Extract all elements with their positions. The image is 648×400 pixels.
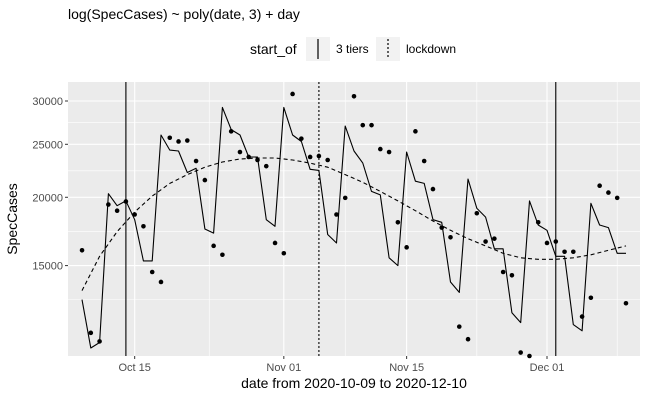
data-point <box>465 336 471 342</box>
data-point <box>272 240 278 246</box>
data-point <box>509 272 515 278</box>
data-point <box>158 279 164 285</box>
x-tick-label: Dec 01 <box>530 362 565 374</box>
data-point <box>404 245 409 250</box>
data-point <box>325 157 330 163</box>
data-point <box>141 223 146 229</box>
x-tick-label: Nov 01 <box>266 362 301 374</box>
data-point <box>202 177 208 183</box>
data-point <box>518 350 523 355</box>
data-point <box>167 135 173 141</box>
trend-series-line <box>81 157 627 291</box>
y-tick-label: 15000 <box>32 261 63 273</box>
data-point <box>299 136 304 141</box>
data-point <box>430 186 436 192</box>
data-point <box>395 219 401 225</box>
data-point <box>237 149 243 155</box>
y-axis-title: SpecCases <box>4 183 20 255</box>
grid <box>68 82 640 356</box>
legend-title: start_of <box>250 41 297 57</box>
y-tick-label: 20000 <box>32 192 63 204</box>
data-point <box>378 146 383 152</box>
legend-label-lockdown: lockdown <box>406 42 456 56</box>
data-point <box>132 212 137 217</box>
data-point <box>483 239 488 244</box>
y-tick-label: 25000 <box>32 139 63 151</box>
data-point <box>114 208 120 214</box>
data-point <box>527 353 532 359</box>
data-point <box>369 122 374 128</box>
chart-title: log(SpecCases) ~ poly(date, 3) + day <box>68 6 300 22</box>
data-point <box>439 225 445 230</box>
data-point <box>597 183 602 188</box>
data-point <box>500 269 506 275</box>
data-point <box>149 269 155 275</box>
data-point <box>281 250 287 256</box>
plot-panel <box>68 82 640 356</box>
data-point <box>614 195 620 201</box>
data-point <box>316 153 322 159</box>
x-axis: Oct 15 Nov 01 Nov 15 Dec 01 <box>118 356 564 374</box>
data-point <box>290 91 295 97</box>
legend-label-3-tiers: 3 tiers <box>336 42 369 56</box>
data-point <box>255 157 260 163</box>
data-point <box>535 219 541 225</box>
x-tick-label: Nov 15 <box>389 362 424 374</box>
x-axis-title: date from 2020-10-09 to 2020-12-10 <box>241 375 467 391</box>
data-point <box>88 330 94 336</box>
data-point <box>193 158 199 164</box>
data-point <box>263 163 269 169</box>
data-point <box>220 252 225 258</box>
data-point <box>106 202 111 207</box>
trend-line <box>81 157 627 291</box>
data-point <box>553 239 559 244</box>
data-point <box>97 339 102 344</box>
data-point <box>351 94 357 99</box>
data-point <box>176 139 181 144</box>
data-point <box>211 243 216 249</box>
data-point <box>571 249 576 255</box>
data-point <box>185 138 190 143</box>
x-tick-label: Oct 15 <box>118 362 150 374</box>
data-point <box>386 149 392 155</box>
y-axis: 15000 20000 25000 30000 <box>32 96 68 273</box>
y-tick-label: 30000 <box>32 96 63 108</box>
data-point <box>307 154 313 160</box>
fitted-series-line <box>81 106 626 349</box>
data-point <box>579 314 585 319</box>
data-point <box>456 324 462 329</box>
data-point <box>342 195 348 201</box>
data-point <box>413 129 418 134</box>
data-point <box>544 240 550 246</box>
data-point <box>79 247 85 253</box>
data-point <box>228 129 234 134</box>
observed-points <box>79 91 629 359</box>
data-point <box>334 212 339 217</box>
data-point <box>606 190 611 195</box>
reference-lines <box>125 82 557 356</box>
data-point <box>421 158 427 164</box>
data-point <box>623 300 629 306</box>
data-point <box>474 210 480 216</box>
legend: start_of 3 tiers lockdown <box>250 37 456 61</box>
data-point <box>588 295 594 301</box>
data-point <box>448 234 453 240</box>
data-point <box>562 249 567 255</box>
fitted-line <box>81 106 626 349</box>
data-point <box>123 199 129 204</box>
data-point <box>246 154 252 160</box>
data-point <box>492 236 497 241</box>
data-point <box>360 122 366 128</box>
